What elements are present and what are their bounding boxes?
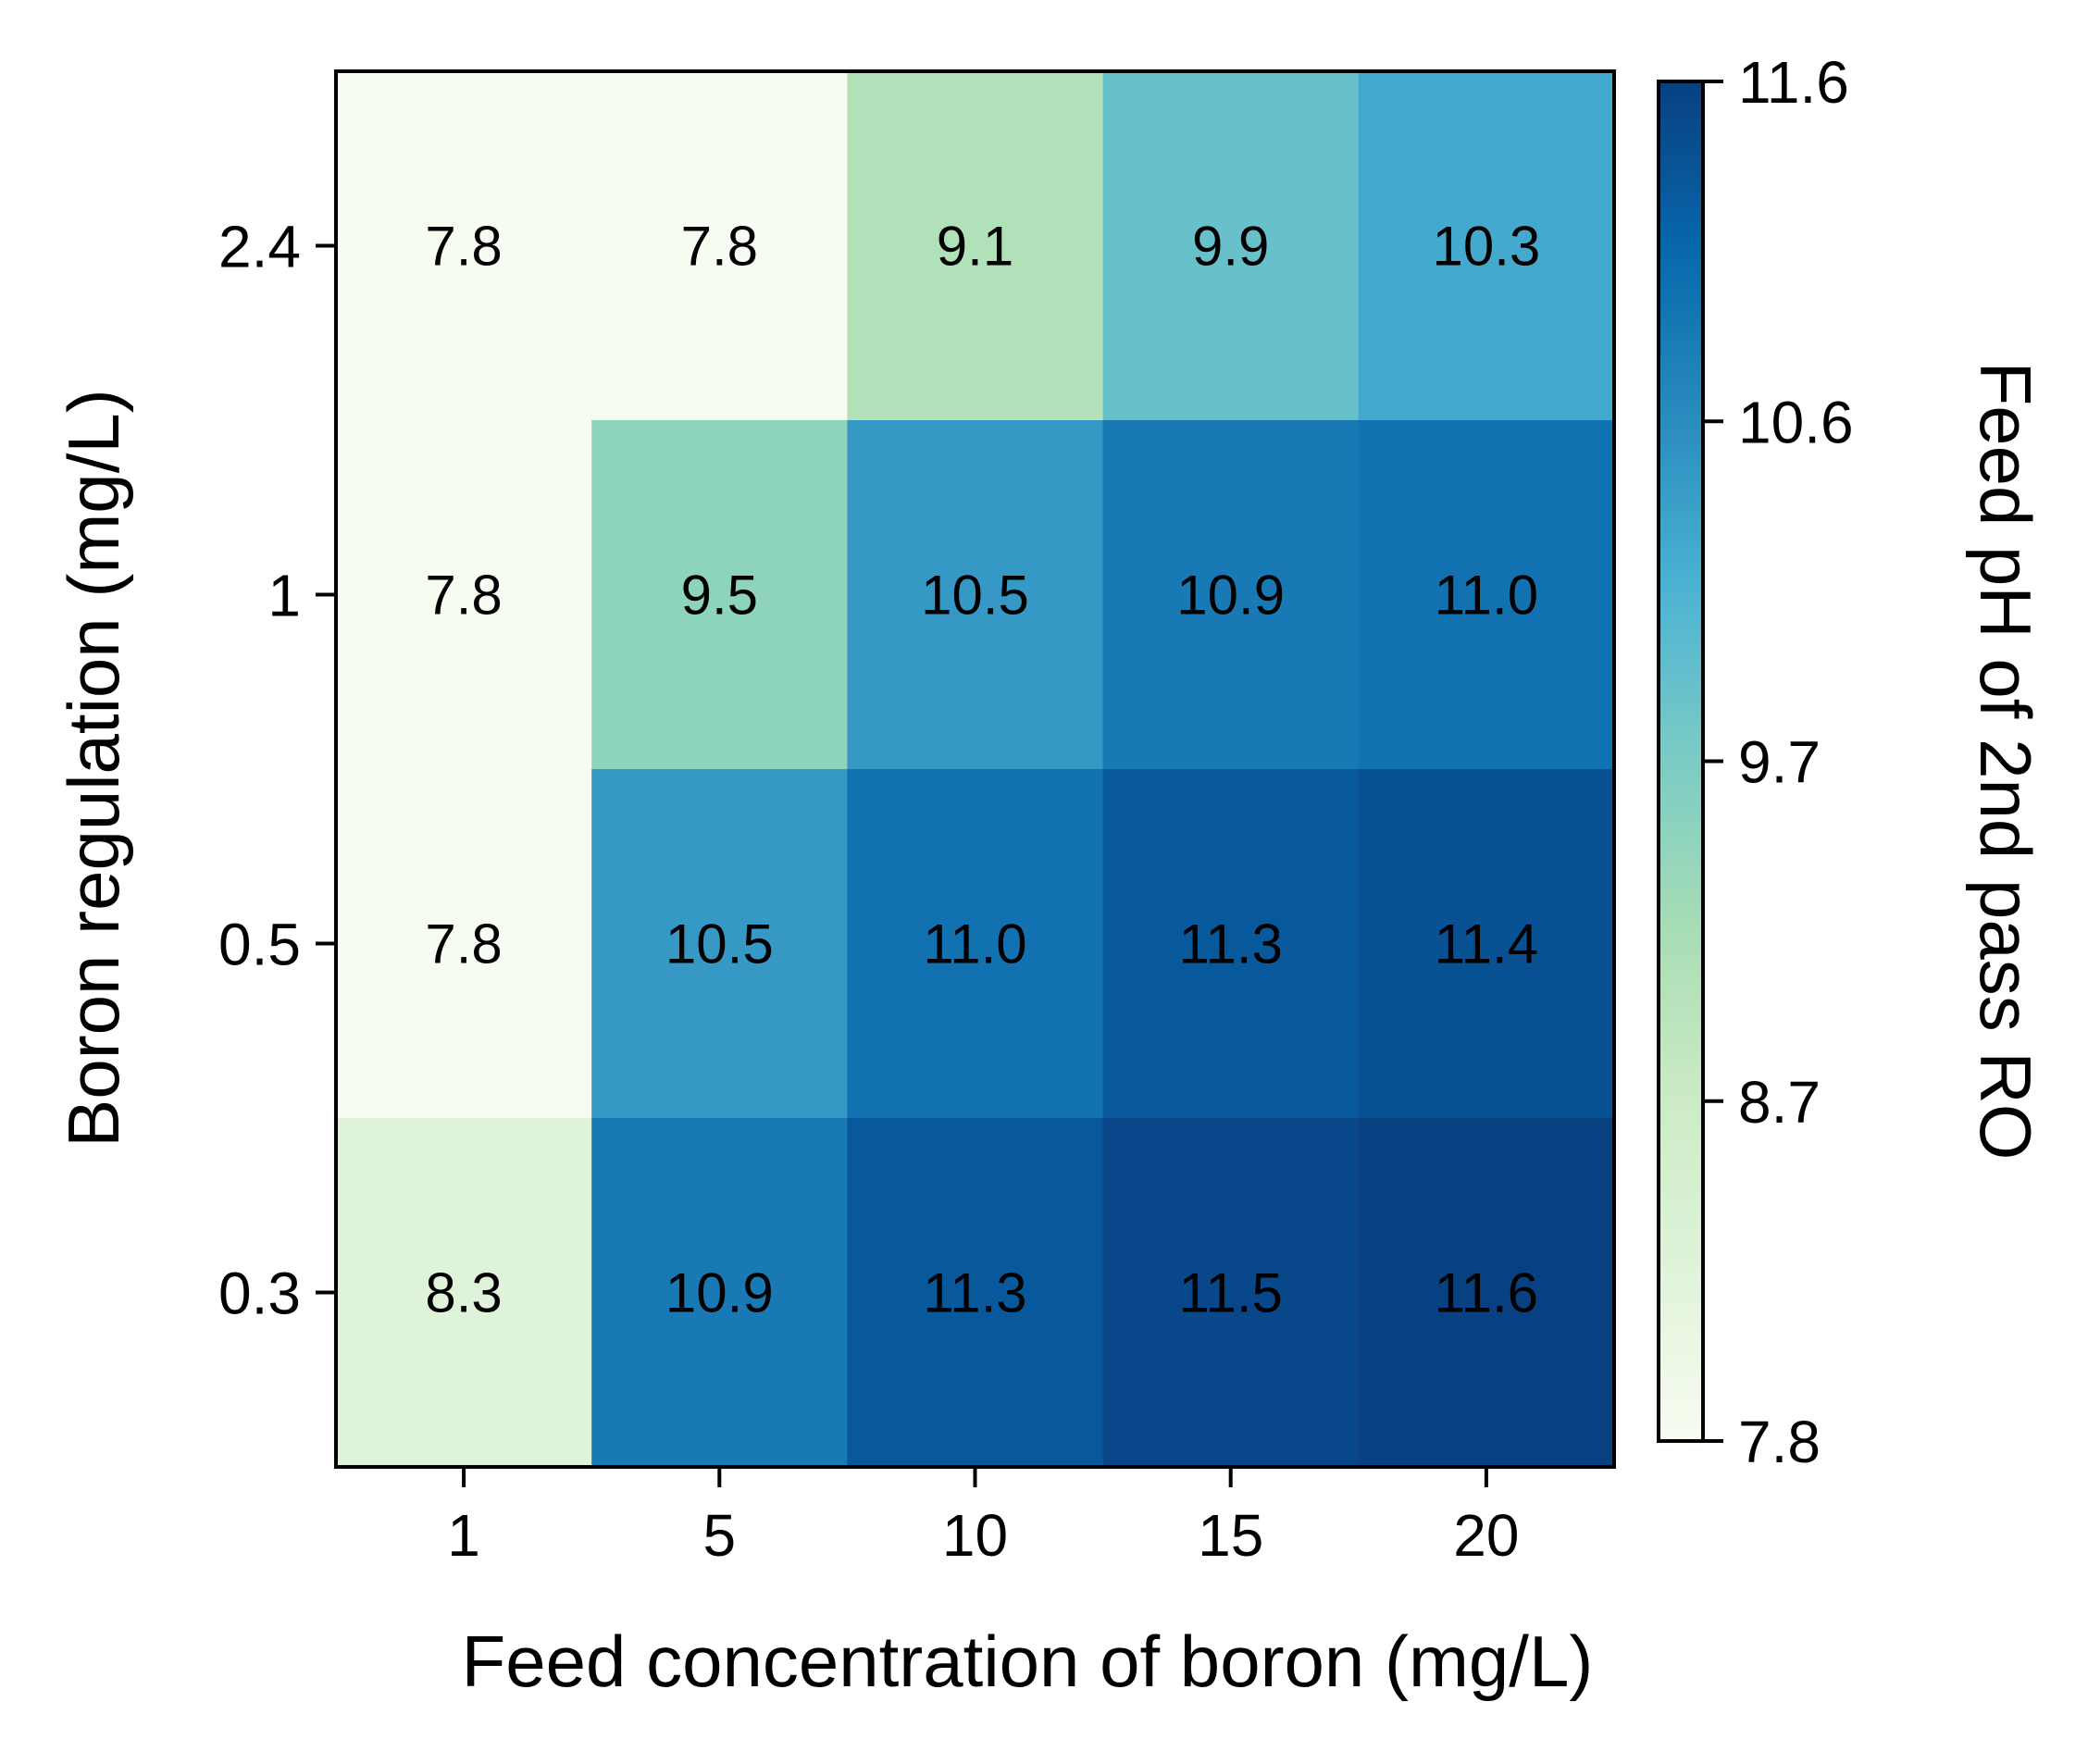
colorbar-tick-label: 10.6 bbox=[1738, 389, 1854, 455]
x-axis-label: Feed concentration of boron (mg/L) bbox=[462, 1621, 1594, 1702]
x-tick-label: 5 bbox=[703, 1502, 737, 1569]
x-tick-label: 1 bbox=[447, 1502, 480, 1569]
heatmap-cell bbox=[336, 1118, 592, 1468]
colorbar-tick-label: 11.6 bbox=[1738, 49, 1849, 116]
cell-value-label: 7.8 bbox=[425, 913, 502, 975]
heatmap-cell bbox=[336, 71, 592, 421]
colorbar: 7.8 8.7 9.7 10.6 11.6 bbox=[1657, 49, 1854, 1475]
cell-value-label: 11.3 bbox=[1179, 913, 1283, 975]
heatmap-cell bbox=[1358, 420, 1615, 770]
y-tick-label: 2.4 bbox=[218, 214, 301, 280]
heatmap-cell bbox=[591, 420, 848, 770]
heatmap-cell bbox=[1102, 71, 1360, 421]
cell-value-label: 10.9 bbox=[1176, 565, 1285, 627]
heatmap-cell bbox=[847, 769, 1104, 1119]
cell-value-label: 9.5 bbox=[681, 565, 758, 627]
y-tick-label: 1 bbox=[267, 563, 301, 629]
colorbar-gradient bbox=[1659, 81, 1703, 1441]
heatmap-cell bbox=[1358, 1118, 1615, 1468]
cell-value-label: 11.3 bbox=[923, 1262, 1026, 1324]
cell-value-label: 8.3 bbox=[425, 1262, 502, 1324]
heatmap-cell bbox=[591, 71, 848, 421]
cell-value-label: 11.6 bbox=[1435, 1262, 1538, 1324]
heatmap-cell bbox=[1102, 1118, 1360, 1468]
heatmap-cell bbox=[336, 769, 592, 1119]
cell-value-label: 7.8 bbox=[681, 216, 758, 278]
colorbar-label: Feed pH of 2nd pass RO bbox=[1965, 362, 2046, 1161]
heatmap-cell bbox=[591, 1118, 848, 1468]
cell-value-label: 9.9 bbox=[1192, 216, 1269, 278]
heatmap-cell bbox=[336, 420, 592, 770]
heatmap-cell bbox=[847, 1118, 1104, 1468]
colorbar-tick-label: 9.7 bbox=[1738, 729, 1821, 796]
heatmap-cell bbox=[1102, 420, 1360, 770]
cell-value-label: 11.4 bbox=[1435, 913, 1538, 975]
cell-value-label: 10.9 bbox=[665, 1262, 774, 1324]
heatmap-cell bbox=[1102, 769, 1360, 1119]
cell-value-label: 7.8 bbox=[425, 216, 502, 278]
cell-value-label: 10.3 bbox=[1433, 216, 1541, 278]
x-tick-label: 10 bbox=[942, 1502, 1008, 1569]
cell-value-label: 11.0 bbox=[923, 913, 1026, 975]
y-tick-label: 0.5 bbox=[218, 912, 301, 978]
cell-value-label: 10.5 bbox=[665, 913, 774, 975]
x-tick-label: 20 bbox=[1453, 1502, 1519, 1569]
colorbar-tick-label: 8.7 bbox=[1738, 1069, 1821, 1136]
heatmap-cell bbox=[1358, 769, 1615, 1119]
heatmap-cell bbox=[847, 71, 1104, 421]
x-tick-label: 15 bbox=[1198, 1502, 1263, 1569]
y-axis-label: Boron regulation (mg/L) bbox=[53, 389, 134, 1147]
cell-value-label: 9.1 bbox=[937, 216, 1013, 278]
cell-value-label: 7.8 bbox=[425, 565, 502, 627]
y-tick-label: 0.3 bbox=[218, 1261, 301, 1327]
x-axis: 1 5 10 15 20 bbox=[447, 1467, 1519, 1569]
y-axis: 2.4 1 0.5 0.3 bbox=[218, 214, 336, 1327]
heatmap-cells bbox=[336, 71, 1615, 1468]
heatmap-cell bbox=[847, 420, 1104, 770]
cell-value-label: 10.5 bbox=[921, 565, 1029, 627]
colorbar-ticks: 7.8 8.7 9.7 10.6 11.6 bbox=[1703, 49, 1854, 1475]
cell-value-label: 11.0 bbox=[1435, 565, 1538, 627]
colorbar-tick-label: 7.8 bbox=[1738, 1409, 1821, 1475]
heatmap-cell bbox=[1358, 71, 1615, 421]
heatmap-cell bbox=[591, 769, 848, 1119]
heatmap-cell-labels: 7.8 7.8 9.1 9.9 10.3 7.8 9.5 10.5 10.9 11.0 7.8 10.… bbox=[425, 216, 1540, 1324]
cell-value-label: 11.5 bbox=[1179, 1262, 1283, 1324]
